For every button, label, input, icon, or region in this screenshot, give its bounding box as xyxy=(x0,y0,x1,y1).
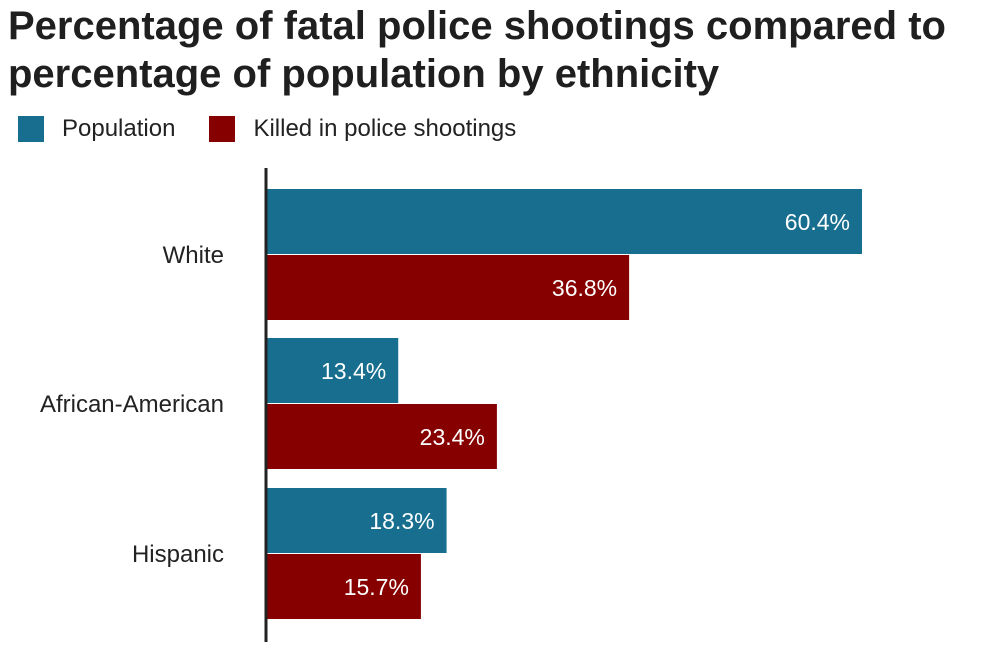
legend: Population Killed in police shootings xyxy=(18,114,550,144)
bar-hispanic-population xyxy=(266,488,447,553)
bar-white-killed xyxy=(266,255,630,320)
bar-hispanic-killed xyxy=(266,554,421,619)
value-label-hispanic-population: 18.3% xyxy=(369,508,434,534)
value-label-hispanic-killed: 15.7% xyxy=(344,574,409,600)
value-label-white-killed: 36.8% xyxy=(552,275,617,301)
category-label-white: White xyxy=(163,242,224,269)
legend-item-population: Population xyxy=(18,115,175,143)
legend-swatch-killed xyxy=(209,116,236,142)
value-label-african-american-killed: 23.4% xyxy=(420,424,485,450)
legend-swatch-population xyxy=(18,116,44,142)
legend-label-population: Population xyxy=(62,115,176,142)
legend-item-killed: Killed in police shootings xyxy=(209,115,516,143)
bar-african-american-population xyxy=(266,338,399,403)
category-label-hispanic: Hispanic xyxy=(132,541,224,568)
category-label-african-american: African-American xyxy=(40,391,224,418)
legend-label-killed: Killed in police shootings xyxy=(253,115,517,142)
bar-african-american-killed xyxy=(266,404,497,469)
value-label-african-american-population: 13.4% xyxy=(321,358,386,384)
bar-white-population xyxy=(266,189,862,254)
value-label-white-population: 60.4% xyxy=(785,209,850,235)
chart-title: Percentage of fatal police shootings com… xyxy=(8,4,946,96)
